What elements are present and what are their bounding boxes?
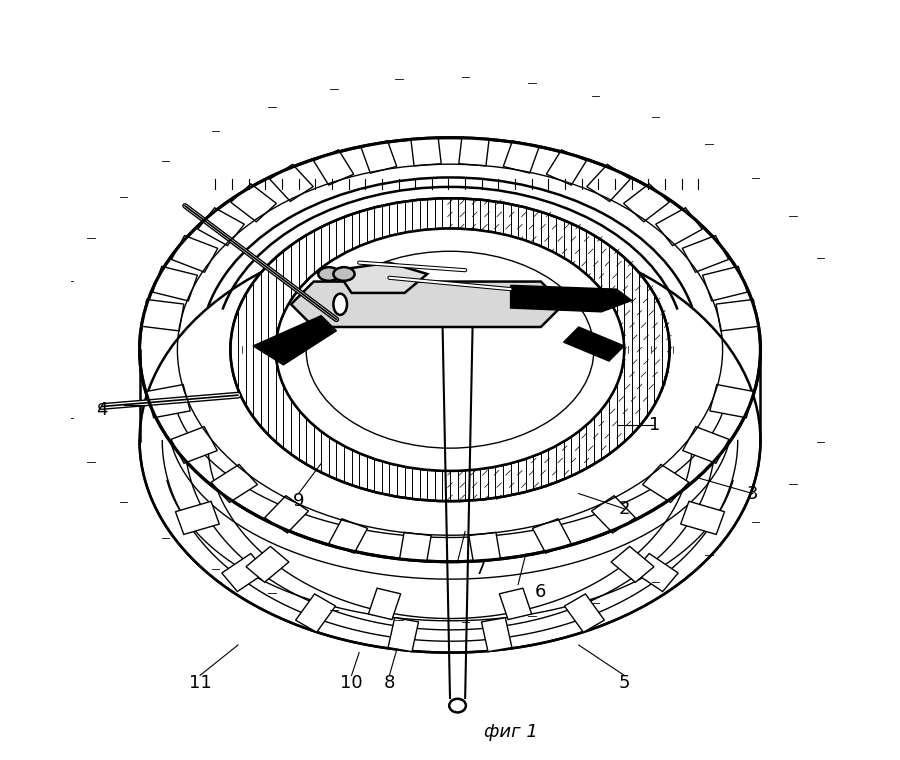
- Polygon shape: [656, 207, 702, 245]
- Ellipse shape: [333, 293, 347, 315]
- Polygon shape: [643, 464, 689, 502]
- Polygon shape: [591, 496, 635, 533]
- Polygon shape: [500, 588, 532, 619]
- Polygon shape: [313, 150, 354, 185]
- Polygon shape: [682, 236, 729, 272]
- Polygon shape: [147, 385, 190, 418]
- Polygon shape: [265, 496, 309, 533]
- Polygon shape: [153, 267, 197, 301]
- Text: 8: 8: [383, 674, 395, 692]
- Text: 3: 3: [747, 485, 759, 502]
- Polygon shape: [295, 594, 336, 632]
- Text: 9: 9: [292, 492, 304, 510]
- Polygon shape: [716, 299, 758, 331]
- Polygon shape: [611, 546, 654, 582]
- Polygon shape: [634, 553, 679, 591]
- Polygon shape: [510, 285, 632, 312]
- Polygon shape: [253, 315, 337, 365]
- Polygon shape: [587, 164, 630, 201]
- Polygon shape: [361, 141, 397, 173]
- Ellipse shape: [319, 268, 339, 280]
- Text: 5: 5: [618, 674, 630, 692]
- Polygon shape: [503, 141, 539, 173]
- Polygon shape: [328, 519, 367, 553]
- Polygon shape: [482, 618, 512, 652]
- Polygon shape: [400, 532, 431, 562]
- Text: 10: 10: [340, 674, 363, 692]
- Polygon shape: [246, 546, 289, 582]
- Polygon shape: [198, 207, 244, 245]
- Text: фиг 1: фиг 1: [483, 723, 537, 741]
- Polygon shape: [212, 464, 257, 502]
- Polygon shape: [368, 588, 400, 619]
- Polygon shape: [291, 281, 563, 327]
- Text: 2: 2: [618, 500, 630, 518]
- Polygon shape: [469, 532, 500, 562]
- Polygon shape: [411, 138, 441, 166]
- Polygon shape: [171, 236, 218, 272]
- Polygon shape: [710, 385, 753, 418]
- Ellipse shape: [275, 229, 625, 471]
- Polygon shape: [546, 150, 587, 185]
- Polygon shape: [683, 426, 729, 464]
- Polygon shape: [703, 267, 747, 301]
- Polygon shape: [533, 519, 572, 553]
- Text: 1: 1: [649, 416, 660, 435]
- Polygon shape: [142, 299, 184, 331]
- Ellipse shape: [140, 138, 760, 562]
- Ellipse shape: [275, 229, 625, 471]
- Polygon shape: [337, 263, 428, 293]
- Polygon shape: [221, 553, 266, 591]
- Ellipse shape: [306, 252, 594, 448]
- Text: 4: 4: [96, 401, 107, 420]
- Text: 7: 7: [474, 560, 486, 578]
- Polygon shape: [230, 184, 276, 222]
- Ellipse shape: [333, 268, 355, 280]
- Ellipse shape: [230, 198, 670, 501]
- Polygon shape: [388, 618, 418, 652]
- Text: 11: 11: [189, 674, 212, 692]
- Polygon shape: [624, 184, 670, 222]
- Polygon shape: [680, 502, 724, 534]
- Polygon shape: [564, 594, 605, 632]
- Polygon shape: [176, 502, 220, 534]
- Polygon shape: [459, 138, 489, 166]
- Polygon shape: [171, 426, 217, 464]
- Polygon shape: [563, 327, 625, 361]
- Polygon shape: [270, 164, 313, 201]
- Text: 6: 6: [536, 583, 546, 601]
